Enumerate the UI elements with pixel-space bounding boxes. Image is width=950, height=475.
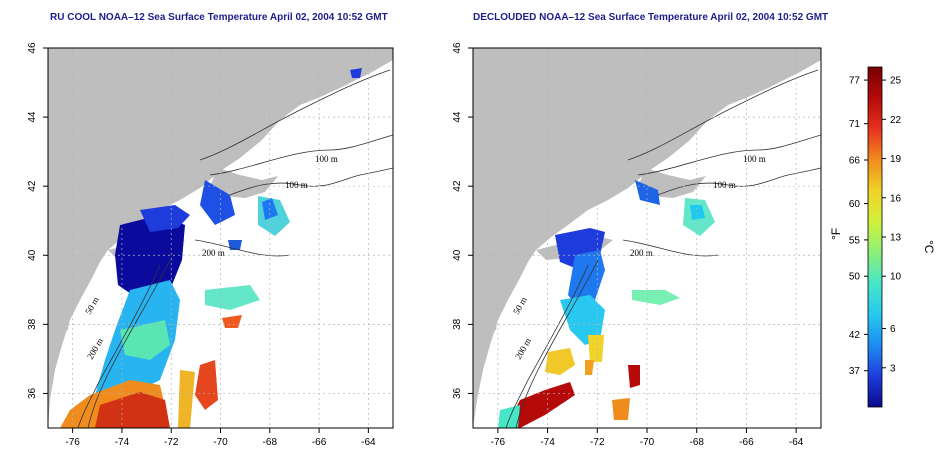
celsius-tick-label-5: 10 bbox=[890, 272, 902, 283]
right-lon-tick-label-5: -66 bbox=[739, 437, 754, 448]
right-lat-tick-label-5: 36 bbox=[452, 387, 463, 399]
celsius-tick-label-2: 19 bbox=[890, 154, 902, 165]
left-lat-tick-label-4: 38 bbox=[27, 318, 38, 330]
left-lon-tick-label-2: -72 bbox=[164, 437, 179, 448]
right-lat-tick-label-1: 44 bbox=[452, 111, 463, 123]
left-lat-tick-label-0: 46 bbox=[27, 42, 38, 54]
right-panel-title: DECLOUDED NOAA–12 Sea Surface Temperatur… bbox=[473, 12, 828, 23]
fahrenheit-unit-label: °F bbox=[829, 228, 843, 240]
left-lat-tick-label-1: 44 bbox=[27, 111, 38, 123]
fahrenheit-tick-label-3: 60 bbox=[849, 199, 861, 210]
fahrenheit-tick-label-2: 66 bbox=[849, 155, 861, 166]
right-lat-tick-label-3: 40 bbox=[452, 249, 463, 261]
temperature-colorbar: 77 71 66 60 55 50 42 37 25 22 19 16 13 10 6 3 °F °C bbox=[829, 66, 936, 408]
left-map-panel: 100 m 100 m 200 m 50 m 200 m -76 -74 -72 -7… bbox=[27, 42, 394, 448]
right-contour-label-100m-b: 100 m bbox=[713, 180, 736, 190]
left-contour-label-100m-b: 100 m bbox=[285, 180, 308, 190]
colorbar-fahrenheit-ticks: 77 71 66 60 55 50 42 37 bbox=[849, 76, 868, 377]
fahrenheit-tick-label-5: 50 bbox=[849, 272, 861, 283]
left-lon-tick-label-5: -66 bbox=[312, 437, 327, 448]
left-bathymetry-contours bbox=[77, 69, 393, 428]
left-contour-label-200m-a: 200 m bbox=[202, 248, 225, 258]
fahrenheit-tick-label-7: 37 bbox=[849, 366, 861, 377]
right-contour-label-200m-a: 200 m bbox=[630, 248, 653, 258]
right-lon-tick-label-4: -68 bbox=[689, 437, 704, 448]
celsius-unit-label: °C bbox=[922, 240, 936, 254]
left-lon-tick-label-3: -70 bbox=[213, 437, 228, 448]
left-lon-tick-label-1: -74 bbox=[115, 437, 130, 448]
left-panel-title: RU COOL NOAA–12 Sea Surface Temperature … bbox=[50, 12, 388, 23]
right-lon-tick-label-0: -76 bbox=[491, 437, 506, 448]
celsius-tick-label-4: 13 bbox=[890, 233, 902, 244]
left-lat-tick-label-3: 40 bbox=[27, 249, 38, 261]
fahrenheit-tick-label-6: 42 bbox=[849, 330, 861, 341]
celsius-tick-label-3: 16 bbox=[890, 193, 902, 204]
celsius-tick-label-7: 3 bbox=[890, 363, 896, 374]
left-lat-tick-label-5: 36 bbox=[27, 387, 38, 399]
left-axis-ticks: -76 -74 -72 -70 -68 -66 -64 46 44 42 40 38 36 bbox=[27, 42, 376, 448]
right-lon-tick-label-1: -74 bbox=[540, 437, 555, 448]
right-lon-tick-label-2: -72 bbox=[590, 437, 605, 448]
right-axis-ticks: -76 -74 -72 -70 -68 -66 -64 46 44 42 40 38 36 bbox=[452, 42, 804, 448]
celsius-tick-label-0: 25 bbox=[890, 76, 902, 87]
left-contour-label-100m-a: 100 m bbox=[315, 154, 338, 164]
right-graticule bbox=[473, 48, 821, 428]
right-lon-tick-label-3: -70 bbox=[640, 437, 655, 448]
left-graticule bbox=[48, 48, 393, 428]
fahrenheit-tick-label-1: 71 bbox=[849, 119, 861, 130]
celsius-tick-label-1: 22 bbox=[890, 115, 902, 126]
fahrenheit-tick-label-0: 77 bbox=[849, 76, 861, 87]
left-lat-tick-label-2: 42 bbox=[27, 180, 38, 192]
right-map-panel: 100 m 100 m 200 m 50 m 200 m -76 -74 -72 -7… bbox=[452, 42, 822, 448]
right-contour-label-100m-a: 100 m bbox=[743, 154, 766, 164]
right-lat-tick-label-0: 46 bbox=[452, 42, 463, 54]
celsius-tick-label-6: 6 bbox=[890, 324, 896, 335]
colorbar-celsius-ticks: 25 22 19 16 13 10 6 3 bbox=[882, 76, 902, 374]
left-sst-patches bbox=[60, 68, 362, 428]
colorbar-gradient bbox=[867, 66, 883, 408]
left-lon-tick-label-4: -68 bbox=[263, 437, 278, 448]
right-sst-patches bbox=[498, 180, 715, 428]
right-lat-tick-label-2: 42 bbox=[452, 180, 463, 192]
right-lat-tick-label-4: 38 bbox=[452, 318, 463, 330]
left-lon-tick-label-0: -76 bbox=[65, 437, 80, 448]
fahrenheit-tick-label-4: 55 bbox=[849, 235, 861, 246]
left-lon-tick-label-6: -64 bbox=[361, 437, 376, 448]
right-bathymetry-contours bbox=[505, 69, 821, 428]
right-lon-tick-label-6: -64 bbox=[789, 437, 804, 448]
